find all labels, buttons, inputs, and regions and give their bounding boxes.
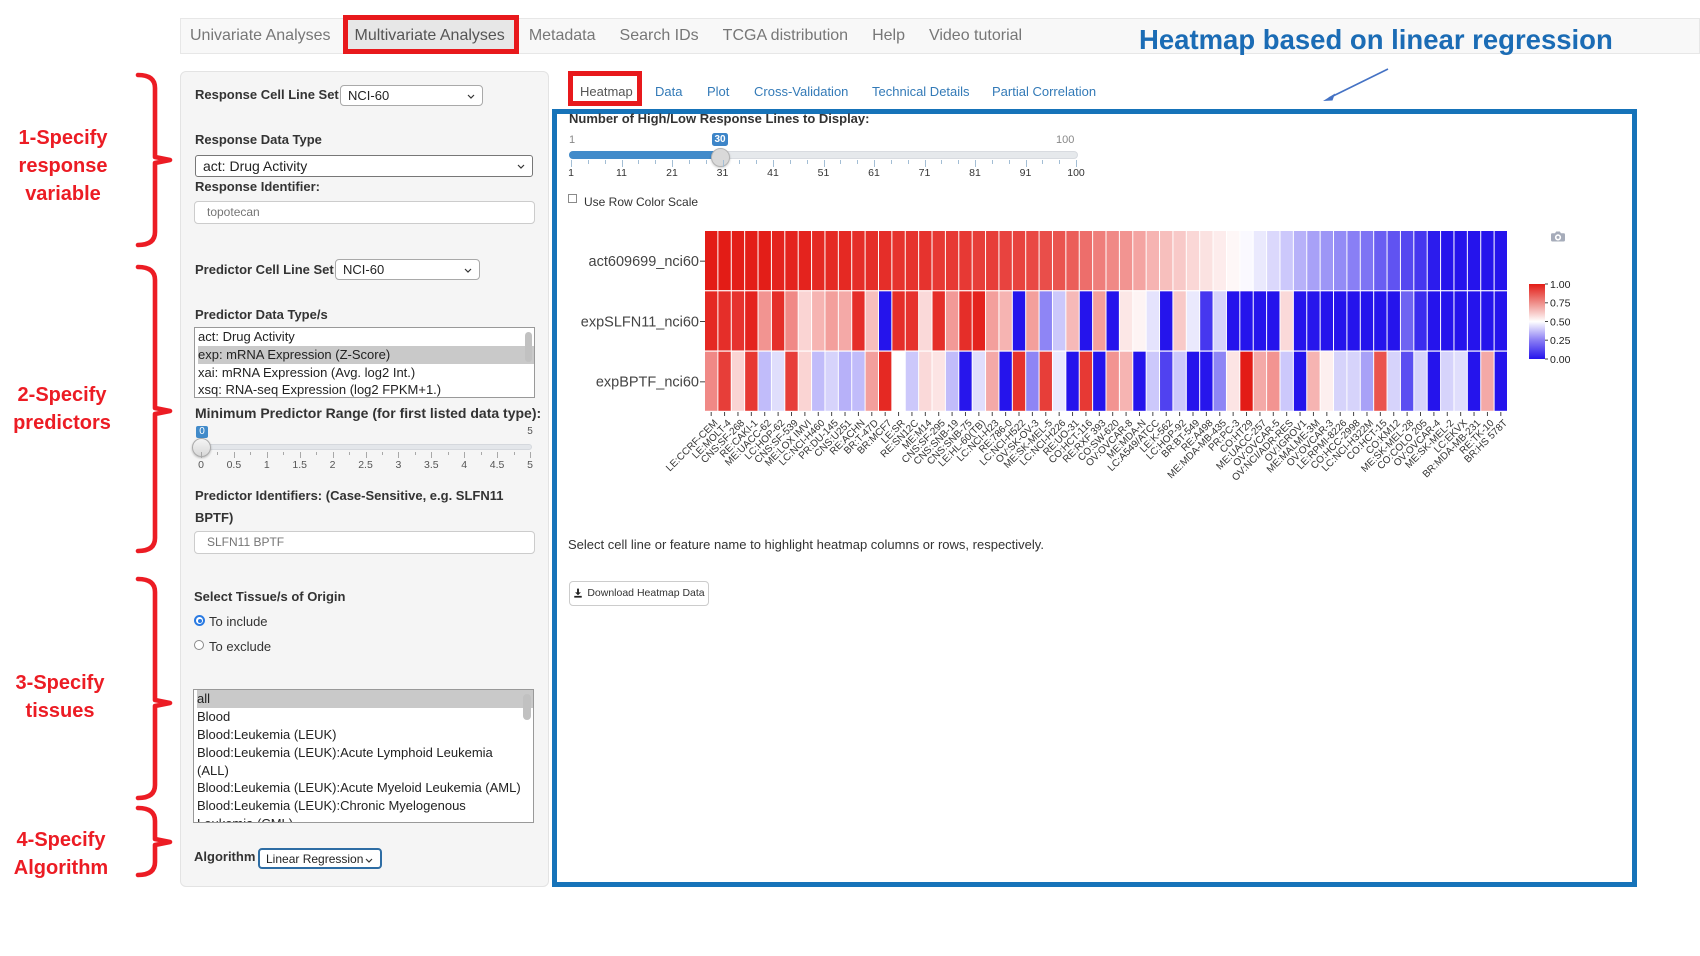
- svg-text:1.00: 1.00: [1550, 279, 1571, 291]
- svg-text:0.00: 0.00: [1550, 354, 1571, 366]
- svg-text:0.75: 0.75: [1550, 298, 1571, 310]
- svg-text:expBPTF_nci60: expBPTF_nci60: [596, 375, 699, 391]
- svg-text:expSLFN11_nci60: expSLFN11_nci60: [581, 314, 699, 330]
- svg-text:0.50: 0.50: [1550, 316, 1571, 328]
- svg-text:act609699_nci60: act609699_nci60: [589, 254, 699, 270]
- svg-text:0.25: 0.25: [1550, 335, 1571, 347]
